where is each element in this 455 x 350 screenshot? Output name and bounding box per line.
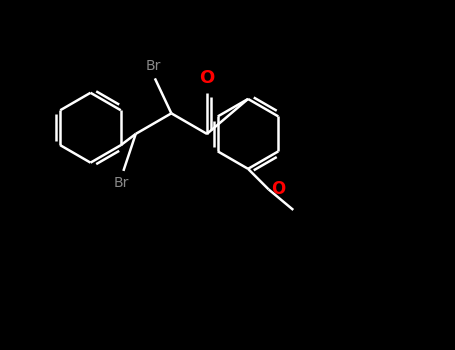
Text: Br: Br [114, 176, 129, 190]
Text: O: O [271, 180, 285, 198]
Text: Br: Br [145, 60, 161, 74]
Text: O: O [199, 69, 215, 86]
